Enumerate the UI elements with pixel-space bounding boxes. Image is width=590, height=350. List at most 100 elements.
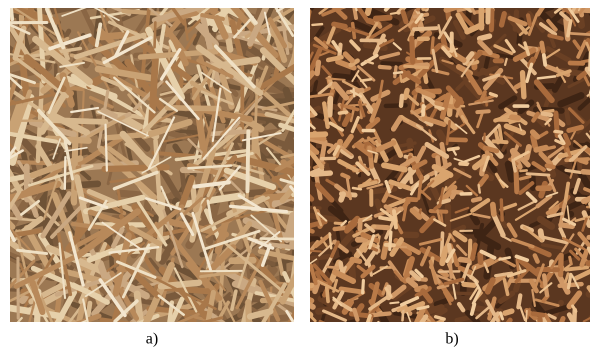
wood-chip (569, 127, 582, 130)
wood-chip (391, 13, 399, 14)
wood-chip (296, 187, 310, 204)
wood-chip (299, 292, 300, 318)
wood-chip (523, 73, 524, 97)
wood-chip (297, 0, 307, 29)
wood-chip (401, 96, 402, 106)
wood-chip (424, 3, 429, 9)
wood-chip (448, 140, 465, 141)
wood-chip (414, 28, 436, 29)
wood-chip (300, 107, 304, 123)
wood-chip (301, 127, 307, 131)
wood-chip (299, 60, 307, 88)
wood-chip (460, 164, 467, 165)
wood-chip (330, 233, 332, 248)
wood-chip (480, 5, 487, 7)
wood-chip (402, 0, 407, 2)
wood-chip (479, 185, 480, 192)
wood-chip (300, 74, 307, 76)
wood-chip (484, 134, 485, 141)
wood-chip (349, 104, 365, 105)
wood-chip (505, 311, 512, 313)
figure: a) b) (0, 0, 590, 350)
wood-chip (5, 79, 8, 115)
wood-chip (274, 2, 300, 5)
wood-chip (498, 314, 499, 336)
wood-chip (561, 225, 572, 227)
wood-chip (106, 125, 107, 171)
wood-chip (210, 131, 249, 134)
wood-chip (357, 306, 362, 313)
wood-chip (6, 2, 11, 23)
wood-chip (501, 200, 502, 220)
wood-chip (561, 255, 562, 274)
wood-chip (361, 79, 371, 80)
wood-chip (472, 245, 475, 259)
wood-chip (376, 154, 377, 161)
wood-chip (526, 311, 527, 325)
wood-chip (307, 251, 321, 252)
wood-chip (142, 83, 187, 84)
wood-chip (299, 266, 303, 275)
wood-chip (512, 117, 518, 118)
wood-chip (305, 114, 309, 124)
wood-chip (508, 164, 511, 179)
wood-chip (261, 239, 309, 240)
wood-chip (295, 304, 311, 315)
wood-chip (394, 72, 402, 73)
panel-label: b) (445, 331, 458, 348)
wood-chip (310, 134, 326, 135)
wood-chip (397, 0, 403, 3)
wood-chip (298, 154, 306, 160)
wood-chip (305, 11, 309, 32)
wood-chip (377, 202, 381, 214)
wood-chip (542, 43, 544, 52)
wood-chip (535, 255, 538, 261)
wood-chip (403, 12, 406, 22)
wood-chip (516, 169, 517, 191)
wood-chip (569, 274, 571, 287)
wood-chip (566, 267, 587, 269)
wood-chip (540, 319, 541, 334)
wood-chip (232, 260, 253, 261)
wood-chip (287, 311, 305, 339)
wood-chip (47, 120, 106, 122)
wood-chip (544, 111, 552, 112)
wood-chip (299, 195, 303, 249)
wood-chip (390, 302, 398, 303)
photo-b (293, 0, 590, 338)
wood-chip (570, 257, 571, 264)
wood-chip (547, 166, 553, 167)
wood-chip (308, 17, 309, 29)
wood-chip (555, 131, 561, 132)
wood-chip (400, 75, 401, 82)
wood-chip (436, 107, 444, 108)
wood-chip (452, 192, 455, 197)
wood-chip (428, 322, 442, 328)
wood-chip (440, 133, 446, 142)
wood-chip (536, 148, 546, 150)
wood-chip (360, 220, 361, 229)
wood-chip (543, 114, 552, 116)
wood-chip (520, 170, 526, 171)
wood-chip (307, 195, 312, 199)
wood-chip (394, 234, 417, 235)
wood-chip (502, 14, 505, 25)
wood-chip (544, 275, 547, 295)
wood-chip (308, 289, 309, 300)
wood-chip (470, 0, 487, 5)
wood-chip (65, 157, 66, 189)
wood-chip (394, 211, 396, 227)
wood-chip (154, 22, 155, 47)
wood-chip (490, 94, 496, 96)
wood-chip (299, 164, 308, 167)
wood-chip (247, 131, 248, 191)
wood-chip (533, 132, 538, 137)
wood-chip (518, 295, 520, 307)
wood-chip (376, 18, 390, 19)
wood-chip (441, 213, 442, 223)
wood-chip (342, 175, 348, 178)
wood-chip (380, 218, 392, 220)
wood-chip (0, 14, 7, 74)
wood-chip (254, 100, 317, 104)
wood-chip (307, 115, 313, 116)
